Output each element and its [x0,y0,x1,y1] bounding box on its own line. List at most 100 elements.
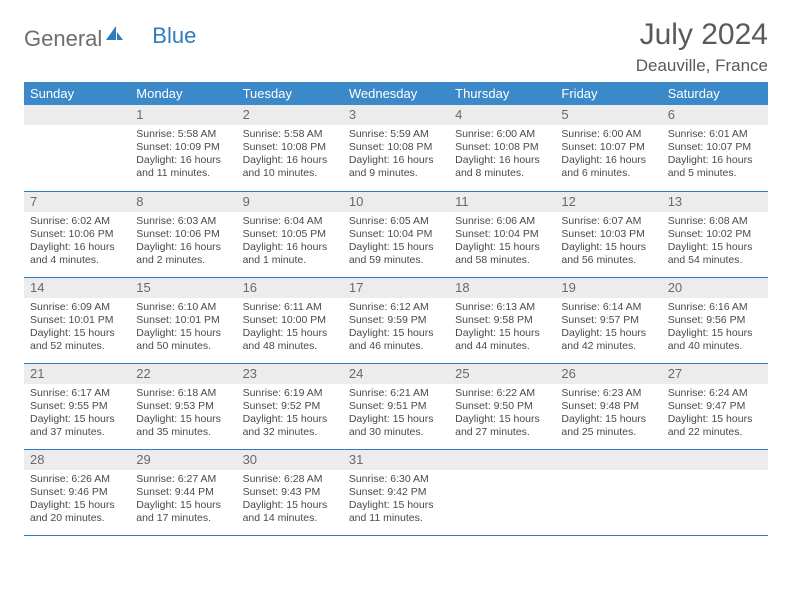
calendar-cell: 15Sunrise: 6:10 AMSunset: 10:01 PMDaylig… [130,277,236,363]
day-number: 21 [24,364,130,384]
calendar-cell [24,105,130,191]
calendar-row: 14Sunrise: 6:09 AMSunset: 10:01 PMDaylig… [24,277,768,363]
day-details: Sunrise: 6:04 AMSunset: 10:05 PMDaylight… [237,212,343,271]
calendar-row: 21Sunrise: 6:17 AMSunset: 9:55 PMDayligh… [24,363,768,449]
calendar-cell: 2Sunrise: 5:58 AMSunset: 10:08 PMDayligh… [237,105,343,191]
weekday-header: Tuesday [237,82,343,105]
day-number: 7 [24,192,130,212]
day-number: 9 [237,192,343,212]
calendar-cell: 9Sunrise: 6:04 AMSunset: 10:05 PMDayligh… [237,191,343,277]
day-details: Sunrise: 6:00 AMSunset: 10:08 PMDaylight… [449,125,555,184]
calendar-cell: 26Sunrise: 6:23 AMSunset: 9:48 PMDayligh… [555,363,661,449]
day-number: 6 [662,105,768,125]
day-details [662,470,768,477]
weekday-header: Thursday [449,82,555,105]
day-details: Sunrise: 6:13 AMSunset: 9:58 PMDaylight:… [449,298,555,357]
day-number: 13 [662,192,768,212]
calendar-body: 1Sunrise: 5:58 AMSunset: 10:09 PMDayligh… [24,105,768,535]
day-number: 1 [130,105,236,125]
weekday-header: Friday [555,82,661,105]
day-number: 19 [555,278,661,298]
day-number: 3 [343,105,449,125]
day-details: Sunrise: 6:12 AMSunset: 9:59 PMDaylight:… [343,298,449,357]
day-details: Sunrise: 6:26 AMSunset: 9:46 PMDaylight:… [24,470,130,529]
calendar-cell: 12Sunrise: 6:07 AMSunset: 10:03 PMDaylig… [555,191,661,277]
calendar-head: SundayMondayTuesdayWednesdayThursdayFrid… [24,82,768,105]
day-details: Sunrise: 6:08 AMSunset: 10:02 PMDaylight… [662,212,768,271]
day-details: Sunrise: 6:28 AMSunset: 9:43 PMDaylight:… [237,470,343,529]
calendar-cell: 27Sunrise: 6:24 AMSunset: 9:47 PMDayligh… [662,363,768,449]
calendar-cell [662,449,768,535]
day-number: 30 [237,450,343,470]
calendar-cell: 7Sunrise: 6:02 AMSunset: 10:06 PMDayligh… [24,191,130,277]
logo: General Blue [24,24,196,53]
header: General Blue July 2024 Deauville, France [24,18,768,76]
day-details: Sunrise: 6:21 AMSunset: 9:51 PMDaylight:… [343,384,449,443]
day-details: Sunrise: 6:05 AMSunset: 10:04 PMDaylight… [343,212,449,271]
day-details: Sunrise: 6:22 AMSunset: 9:50 PMDaylight:… [449,384,555,443]
day-number: 22 [130,364,236,384]
day-number: 23 [237,364,343,384]
day-details: Sunrise: 6:00 AMSunset: 10:07 PMDaylight… [555,125,661,184]
calendar-cell: 24Sunrise: 6:21 AMSunset: 9:51 PMDayligh… [343,363,449,449]
day-number: 11 [449,192,555,212]
day-number: 8 [130,192,236,212]
calendar-cell: 14Sunrise: 6:09 AMSunset: 10:01 PMDaylig… [24,277,130,363]
day-number: 12 [555,192,661,212]
calendar-cell: 19Sunrise: 6:14 AMSunset: 9:57 PMDayligh… [555,277,661,363]
day-number: 24 [343,364,449,384]
calendar-cell: 23Sunrise: 6:19 AMSunset: 9:52 PMDayligh… [237,363,343,449]
day-number: 18 [449,278,555,298]
day-details: Sunrise: 6:18 AMSunset: 9:53 PMDaylight:… [130,384,236,443]
calendar-cell: 8Sunrise: 6:03 AMSunset: 10:06 PMDayligh… [130,191,236,277]
day-number: 4 [449,105,555,125]
day-details: Sunrise: 6:23 AMSunset: 9:48 PMDaylight:… [555,384,661,443]
day-details: Sunrise: 6:09 AMSunset: 10:01 PMDaylight… [24,298,130,357]
calendar-cell: 18Sunrise: 6:13 AMSunset: 9:58 PMDayligh… [449,277,555,363]
calendar-cell: 3Sunrise: 5:59 AMSunset: 10:08 PMDayligh… [343,105,449,191]
calendar-cell: 4Sunrise: 6:00 AMSunset: 10:08 PMDayligh… [449,105,555,191]
day-details: Sunrise: 5:58 AMSunset: 10:09 PMDaylight… [130,125,236,184]
day-number: 17 [343,278,449,298]
day-details [24,125,130,132]
day-details: Sunrise: 6:03 AMSunset: 10:06 PMDaylight… [130,212,236,271]
calendar-cell: 10Sunrise: 6:05 AMSunset: 10:04 PMDaylig… [343,191,449,277]
day-details [449,470,555,477]
calendar-cell: 31Sunrise: 6:30 AMSunset: 9:42 PMDayligh… [343,449,449,535]
day-number [449,450,555,470]
day-details: Sunrise: 5:58 AMSunset: 10:08 PMDaylight… [237,125,343,184]
day-details: Sunrise: 6:17 AMSunset: 9:55 PMDaylight:… [24,384,130,443]
weekday-header: Monday [130,82,236,105]
calendar-cell: 13Sunrise: 6:08 AMSunset: 10:02 PMDaylig… [662,191,768,277]
calendar-cell [449,449,555,535]
calendar-cell: 22Sunrise: 6:18 AMSunset: 9:53 PMDayligh… [130,363,236,449]
page-title: July 2024 [636,18,768,52]
calendar-cell [555,449,661,535]
day-details: Sunrise: 6:30 AMSunset: 9:42 PMDaylight:… [343,470,449,529]
day-number [662,450,768,470]
logo-sail-icon [104,24,124,47]
day-details: Sunrise: 6:11 AMSunset: 10:00 PMDaylight… [237,298,343,357]
day-number: 26 [555,364,661,384]
calendar-row: 28Sunrise: 6:26 AMSunset: 9:46 PMDayligh… [24,449,768,535]
calendar-row: 7Sunrise: 6:02 AMSunset: 10:06 PMDayligh… [24,191,768,277]
day-details: Sunrise: 6:06 AMSunset: 10:04 PMDaylight… [449,212,555,271]
day-number: 20 [662,278,768,298]
calendar-cell: 29Sunrise: 6:27 AMSunset: 9:44 PMDayligh… [130,449,236,535]
logo-text-general: General [24,26,102,52]
day-details: Sunrise: 6:24 AMSunset: 9:47 PMDaylight:… [662,384,768,443]
calendar-cell: 6Sunrise: 6:01 AMSunset: 10:07 PMDayligh… [662,105,768,191]
day-number: 25 [449,364,555,384]
day-number: 29 [130,450,236,470]
day-details: Sunrise: 6:16 AMSunset: 9:56 PMDaylight:… [662,298,768,357]
calendar-cell: 30Sunrise: 6:28 AMSunset: 9:43 PMDayligh… [237,449,343,535]
calendar-cell: 5Sunrise: 6:00 AMSunset: 10:07 PMDayligh… [555,105,661,191]
weekday-header: Sunday [24,82,130,105]
day-details [555,470,661,477]
day-details: Sunrise: 6:01 AMSunset: 10:07 PMDaylight… [662,125,768,184]
logo-text-blue: Blue [152,23,196,49]
calendar-cell: 1Sunrise: 5:58 AMSunset: 10:09 PMDayligh… [130,105,236,191]
day-details: Sunrise: 6:19 AMSunset: 9:52 PMDaylight:… [237,384,343,443]
weekday-header: Wednesday [343,82,449,105]
calendar-cell: 11Sunrise: 6:06 AMSunset: 10:04 PMDaylig… [449,191,555,277]
